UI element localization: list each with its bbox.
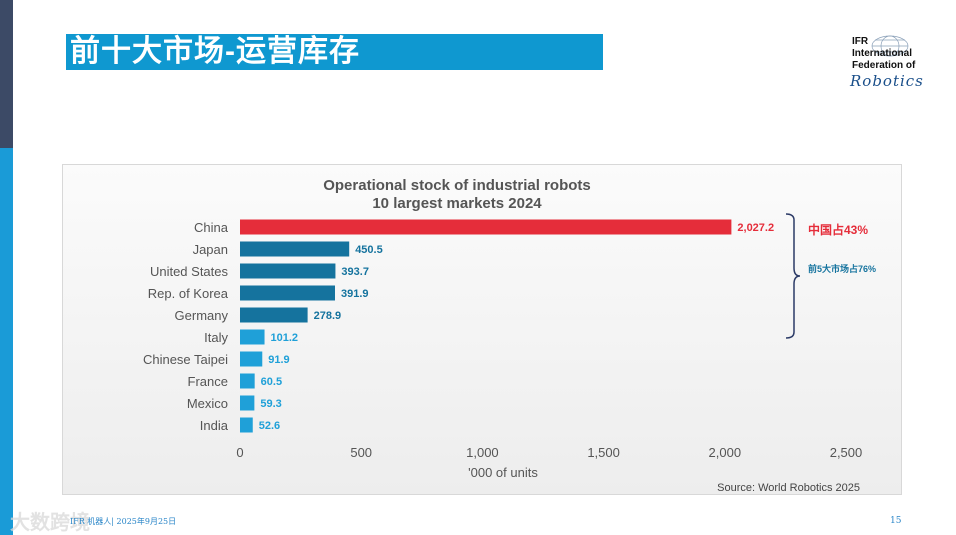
globe-icon <box>871 35 909 57</box>
category-label: France <box>188 374 228 389</box>
x-tick-label: 1,500 <box>587 445 620 460</box>
value-label: 59.3 <box>260 398 281 410</box>
value-label: 2,027.2 <box>737 222 774 234</box>
category-label: Italy <box>204 330 228 345</box>
ifr-logo: IFR International Federation of Robotics <box>848 34 940 94</box>
page-number: 15 <box>890 516 902 526</box>
source-note: Source: World Robotics 2025 <box>717 482 860 494</box>
logo-federation-of: Federation of <box>852 60 916 71</box>
value-label: 91.9 <box>268 354 289 366</box>
category-label: China <box>194 220 229 235</box>
bar-mexico <box>240 395 255 411</box>
bar-china <box>240 219 732 235</box>
bar-chart: Operational stock of industrial robots10… <box>143 177 876 494</box>
category-label: United States <box>150 264 229 279</box>
watermark: 大数跨境 <box>10 512 90 534</box>
x-tick-label: 2,000 <box>709 445 742 460</box>
category-label: Chinese Taipei <box>143 352 228 367</box>
value-label: 391.9 <box>341 288 369 300</box>
china-share-annotation: 中国占43% <box>808 222 868 237</box>
logo-international: International <box>852 48 913 59</box>
x-tick-label: 2,500 <box>830 445 863 460</box>
logo-ifr: IFR <box>852 36 869 47</box>
logo-robotics: Robotics <box>850 72 924 90</box>
bar-italy <box>240 329 265 345</box>
value-label: 278.9 <box>314 310 342 322</box>
left-accent-bar-blue <box>0 148 13 535</box>
bar-chinese-taipei <box>240 351 263 367</box>
value-label: 60.5 <box>261 376 282 388</box>
footer-text: IFR 机器人| 2025年9月25日 <box>70 517 177 526</box>
bar-rep-of-korea <box>240 285 335 301</box>
value-label: 101.2 <box>271 332 299 344</box>
x-tick-label: 0 <box>236 445 243 460</box>
top5-share-annotation: 前5大市场占76% <box>808 263 876 274</box>
title-band <box>66 34 603 70</box>
value-label: 393.7 <box>341 266 369 278</box>
top5-bracket <box>785 213 801 339</box>
category-label: Rep. of Korea <box>148 286 229 301</box>
bar-japan <box>240 241 350 257</box>
bar-india <box>240 417 253 433</box>
category-label: Mexico <box>187 396 228 411</box>
x-tick-label: 500 <box>350 445 372 460</box>
chart-title: Operational stock of industrial robots <box>323 177 591 194</box>
bar-germany <box>240 307 308 323</box>
value-label: 450.5 <box>355 244 383 256</box>
left-accent-bar-dark <box>0 0 13 148</box>
x-axis-label: '000 of units <box>468 465 538 480</box>
value-label: 52.6 <box>259 420 280 432</box>
chart-frame <box>62 164 902 495</box>
slide-title: 前十大市场-运营库存 <box>70 35 360 68</box>
category-label: Japan <box>193 242 228 257</box>
category-label: Germany <box>175 308 229 323</box>
bar-france <box>240 373 255 389</box>
x-tick-label: 1,000 <box>466 445 499 460</box>
category-label: India <box>200 418 229 433</box>
bar-united-states <box>240 263 336 279</box>
chart-subtitle: 10 largest markets 2024 <box>372 195 542 212</box>
